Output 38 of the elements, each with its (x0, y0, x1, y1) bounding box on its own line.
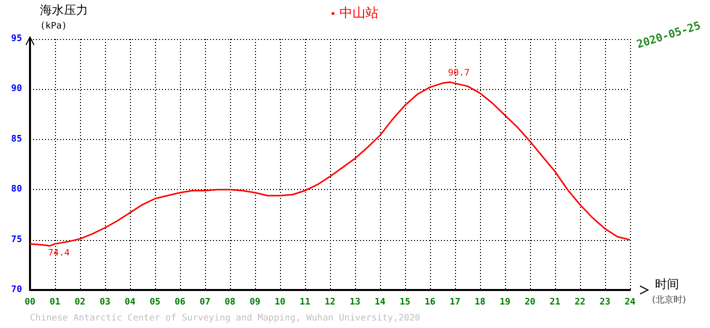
x-tick-label: 11 (300, 298, 310, 308)
x-tick-label: 07 (200, 298, 210, 308)
x-tick-label: 12 (324, 298, 336, 308)
x-tick-label: 05 (150, 298, 160, 308)
y-tick-label: 90 (11, 84, 22, 94)
x-axis-title: 时间 (北京时) (652, 277, 686, 306)
x-tick-label: 22 (574, 298, 586, 308)
x-tick-label: 02 (74, 298, 86, 308)
legend-label: 中山站 (340, 6, 378, 21)
x-tick-label: 23 (600, 298, 610, 308)
x-tick-label: 09 (250, 298, 260, 308)
x-tick-label: 01 (50, 298, 60, 308)
x-tick-label: 14 (374, 298, 386, 308)
line-series (29, 81, 631, 247)
x-tick-label: 16 (424, 298, 436, 308)
x-tick-label: 04 (124, 298, 136, 308)
annotation: 74.4 (48, 248, 70, 258)
annotation: 90.7 (448, 68, 470, 79)
x-tick-label: 18 (474, 298, 486, 308)
y-tick-label: 75 (11, 234, 22, 245)
y-tick-label: 95 (11, 34, 22, 44)
x-tick-label: 17 (450, 298, 460, 308)
y-tick-label: 85 (11, 134, 22, 144)
x-tick-label: 20 (524, 298, 536, 308)
x-tick-label: 24 (624, 298, 636, 308)
x-tick-label: 06 (174, 298, 186, 308)
x-tick-label: 03 (100, 298, 110, 308)
x-tick-label: 08 (224, 298, 236, 308)
x-tick-label: 13 (350, 298, 360, 308)
x-tick-label: 19 (500, 298, 510, 308)
y-axis-title: 海水压力 (kPa) (40, 3, 88, 32)
y-tick-label: 70 (11, 285, 22, 295)
x-tick-label: 21 (550, 298, 560, 308)
text: Chinese Antarctic Center of Surveying and Mapping, Wuhan University,2020 (30, 314, 420, 324)
x-tick-label: 15 (400, 298, 410, 308)
y-tick-label: 80 (11, 184, 22, 195)
x-tick-label: 00 (24, 298, 36, 308)
x-tick-label: 10 (274, 298, 286, 308)
